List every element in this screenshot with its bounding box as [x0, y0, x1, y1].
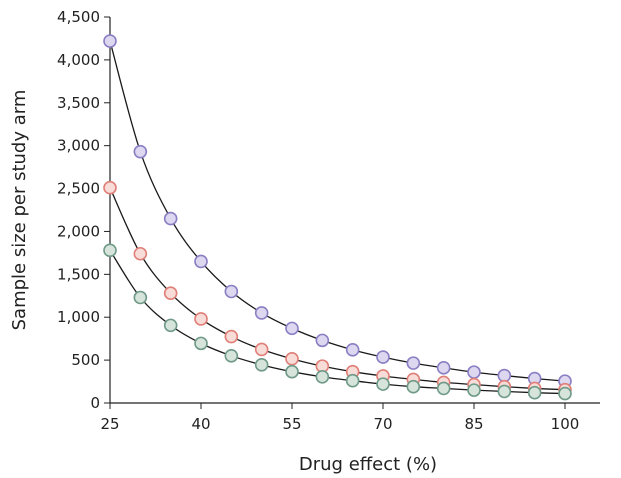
data-point: [467, 365, 481, 379]
x-tick-label: 25: [100, 415, 119, 433]
data-point: [558, 386, 572, 401]
series-markers: [103, 34, 572, 401]
data-point: [194, 336, 208, 351]
data-point: [103, 243, 117, 258]
series-line-2: [109, 187, 566, 391]
x-tick-label: 70: [373, 415, 392, 433]
data-point: [163, 211, 178, 226]
data-point: [315, 333, 330, 348]
axes: 0 500 1,000 1,500 2,000 2,500 3,000 3,500 4,000 4…: [57, 8, 600, 433]
series-line-3: [109, 249, 566, 395]
data-point: [163, 318, 178, 333]
data-point: [497, 384, 512, 399]
y-tick-label: 4,000: [57, 51, 100, 69]
data-point: [254, 306, 269, 320]
data-point: [467, 383, 481, 397]
data-point: [345, 373, 360, 388]
data-point: [224, 349, 239, 363]
series-lines: [109, 40, 566, 395]
data-point: [497, 368, 512, 383]
data-point: [376, 377, 390, 391]
y-tick-label: 3,500: [57, 94, 100, 112]
data-point: [285, 352, 299, 366]
y-tick-label: 2,000: [57, 222, 100, 240]
data-point: [224, 329, 239, 344]
y-axis-title: Sample size per study arm: [9, 90, 30, 331]
data-point: [133, 246, 148, 261]
data-point: [194, 254, 208, 269]
data-point: [194, 312, 208, 326]
data-point: [133, 144, 148, 159]
data-point: [406, 379, 421, 394]
data-point: [436, 381, 451, 396]
y-tick-label: 1,000: [57, 308, 100, 326]
x-tick-label: 55: [282, 415, 301, 433]
y-tick-label: 0: [90, 394, 100, 412]
x-tick-label: 100: [551, 415, 580, 433]
y-tick-label: 3,000: [57, 137, 100, 155]
x-tick-label: 40: [191, 415, 210, 433]
y-tick-label: 500: [71, 351, 100, 369]
y-tick-label: 1,500: [57, 265, 100, 283]
data-point: [436, 361, 451, 375]
y-tick-label: 4,500: [57, 8, 100, 26]
data-point: [254, 342, 269, 357]
data-point: [527, 385, 542, 400]
y-tick-label: 2,500: [57, 180, 100, 198]
data-point: [224, 284, 239, 299]
data-point: [163, 286, 178, 301]
data-point: [285, 364, 299, 379]
data-point: [315, 370, 330, 384]
x-axis-title: Drug effect (%): [299, 454, 437, 475]
data-point: [345, 343, 360, 357]
data-point: [103, 180, 117, 195]
x-tick-label: 85: [464, 415, 483, 433]
data-point: [254, 358, 269, 372]
data-point: [406, 356, 421, 370]
data-point: [285, 321, 299, 336]
data-point: [376, 350, 390, 364]
data-point: [133, 290, 148, 305]
data-point: [103, 34, 117, 48]
